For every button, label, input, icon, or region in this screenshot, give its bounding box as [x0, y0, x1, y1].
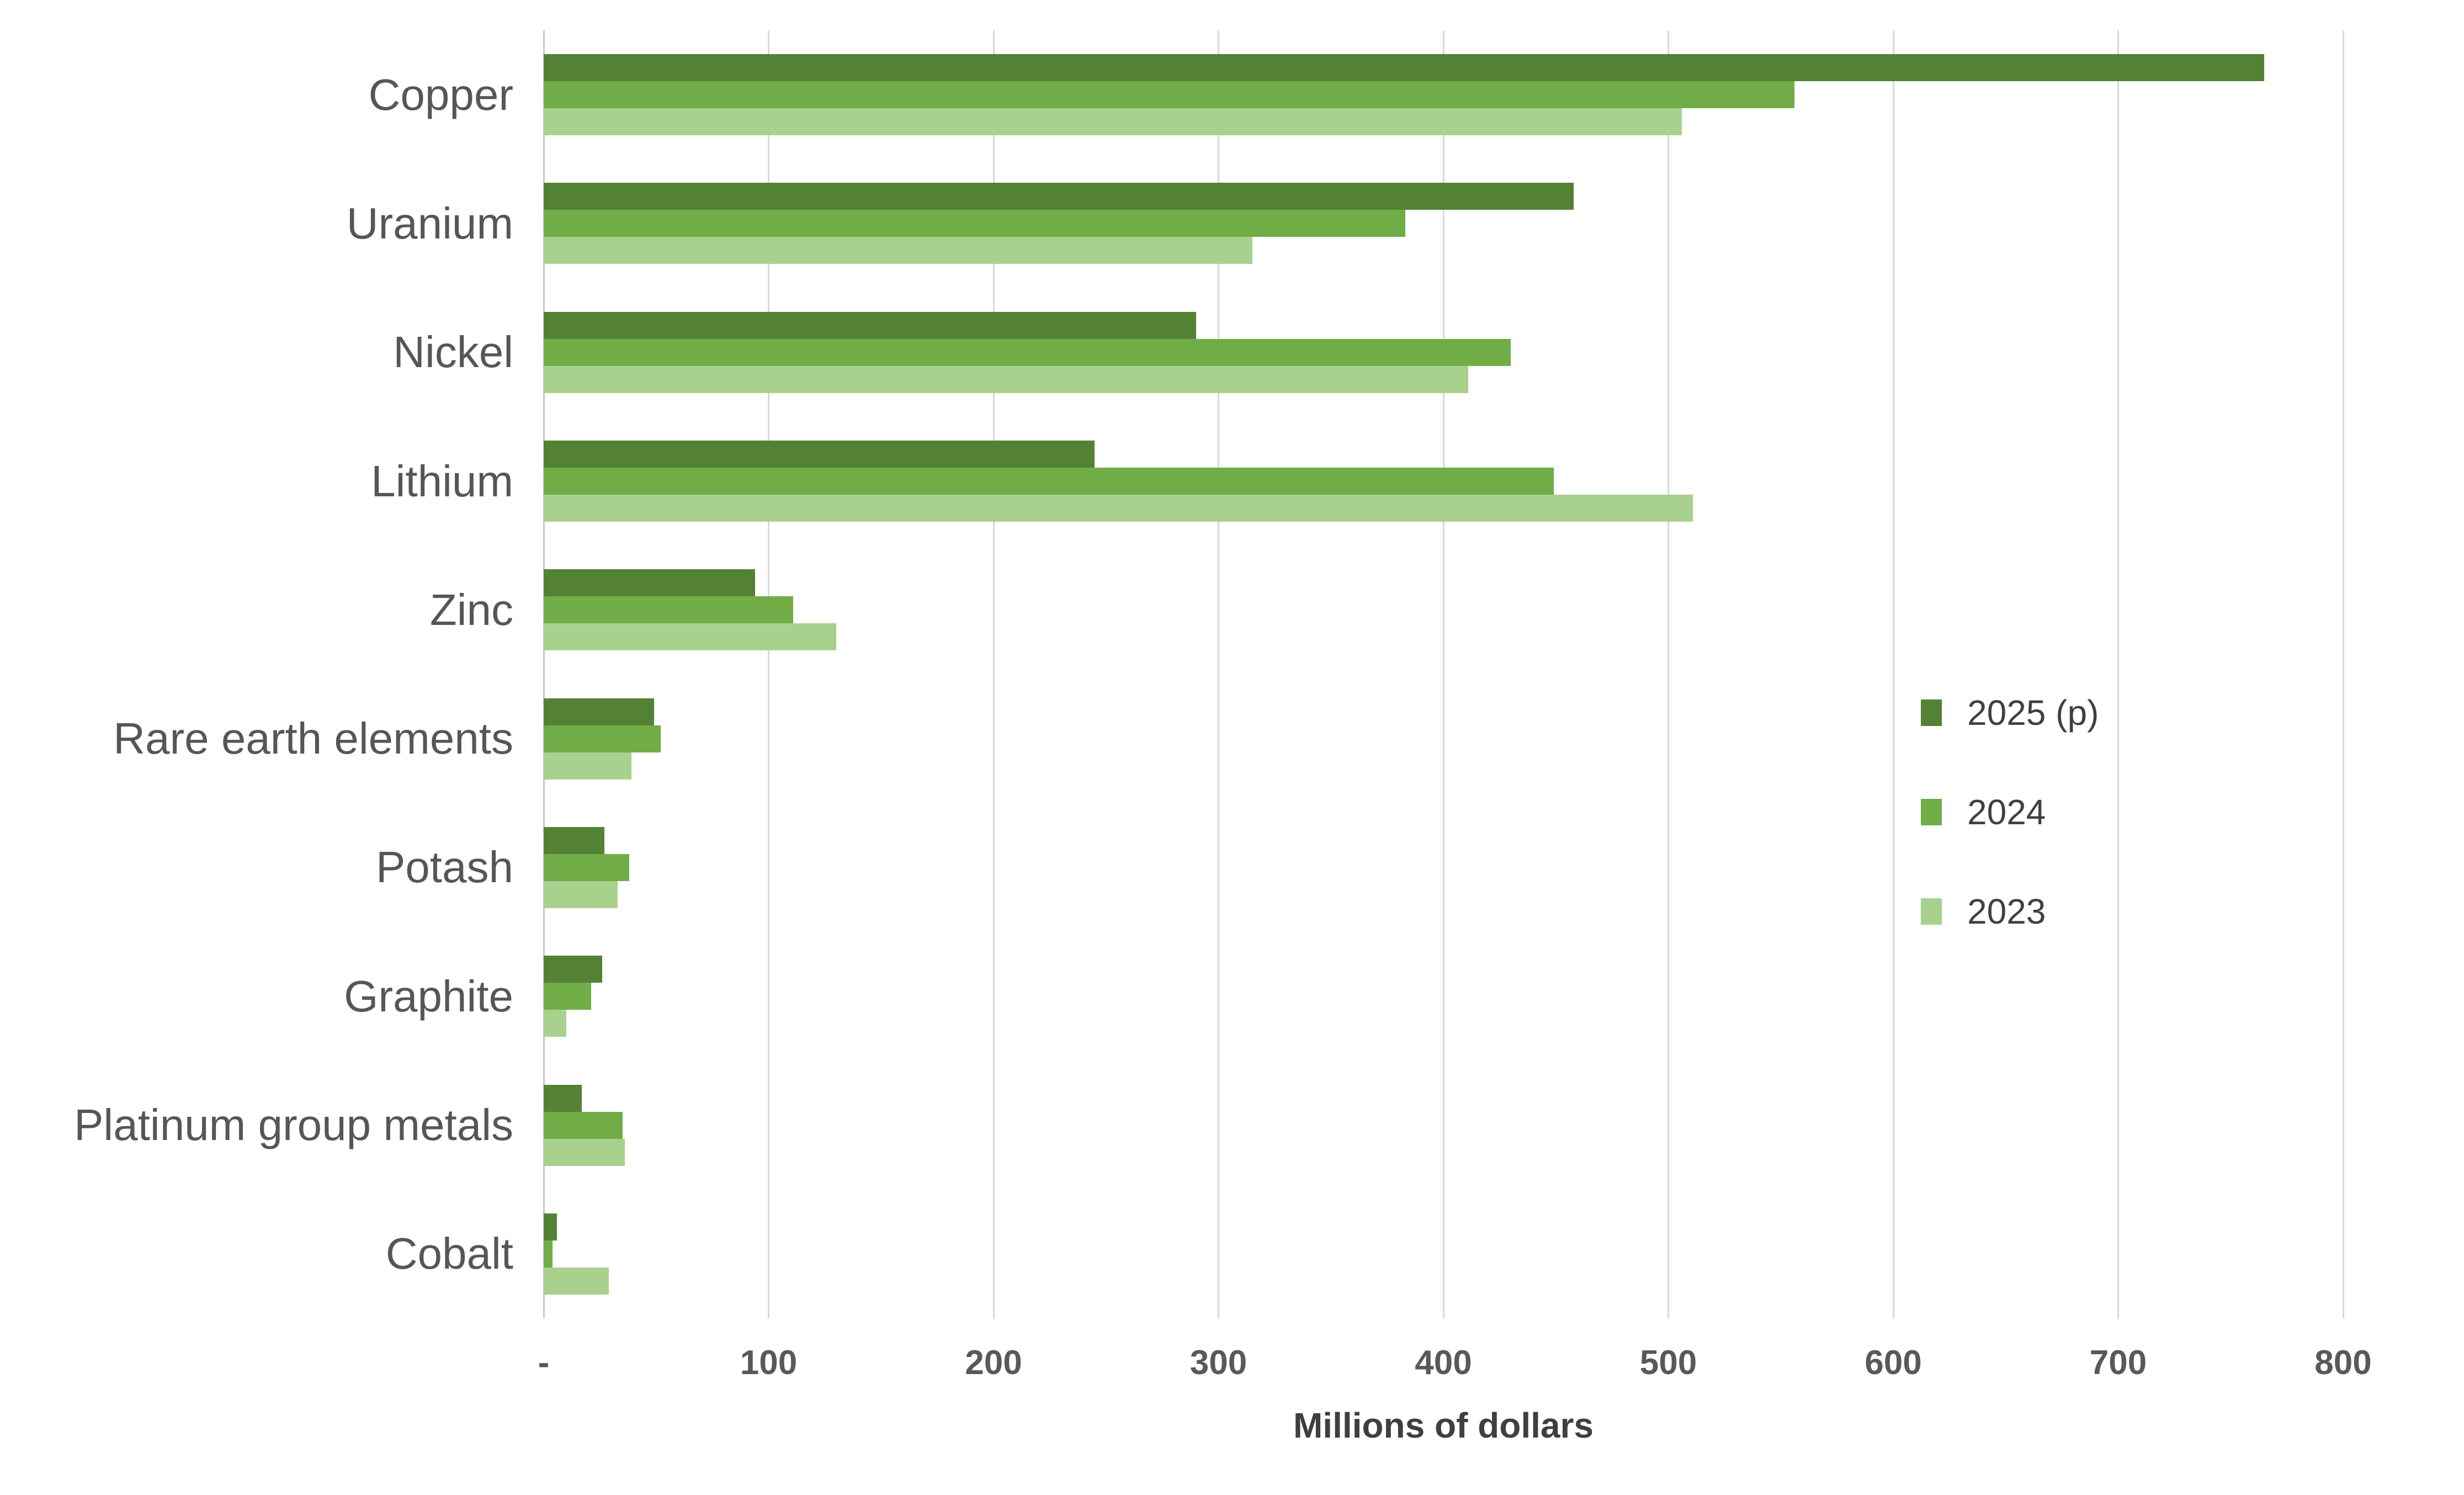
bar-group-graphite — [544, 932, 2343, 1061]
bar-potash-2025-p — [544, 826, 605, 854]
bar-group-zinc — [544, 545, 2343, 674]
legend-label-2024: 2024 — [1967, 792, 2046, 832]
bar-potash-2023 — [544, 881, 618, 908]
bar-group-lithium — [544, 417, 2343, 545]
gridline-500 — [1668, 30, 1669, 1318]
bar-group-rare-earth-elements — [544, 674, 2343, 803]
bar-nickel-2025-p — [544, 311, 1196, 339]
bar-cobalt-2024 — [544, 1240, 553, 1268]
bar-copper-2024 — [544, 81, 1794, 109]
bar-uranium-2025-p — [544, 183, 1574, 210]
bar-lithium-2023 — [544, 495, 1693, 522]
bar-group-copper — [544, 30, 2343, 159]
x-tick-label-600: 600 — [1865, 1344, 1922, 1382]
category-label-cobalt: Cobalt — [385, 1229, 513, 1279]
legend-item-2025-p: 2025 (p) — [1921, 688, 2099, 738]
bar-zinc-2024 — [544, 596, 794, 624]
x-tick-label-800: 800 — [2314, 1344, 2372, 1382]
gridline-700 — [2117, 30, 2119, 1318]
gridline-800 — [2342, 30, 2344, 1318]
bar-graphite-2025-p — [544, 956, 602, 983]
legend-label-2025-p: 2025 (p) — [1967, 693, 2099, 733]
bar-uranium-2024 — [544, 210, 1405, 237]
x-tick-label-0: - — [538, 1344, 550, 1382]
legend: 2025 (p) 2024 2023 — [1921, 688, 2099, 936]
x-axis-title: Millions of dollars — [1293, 1406, 1594, 1445]
x-tick-label-300: 300 — [1189, 1344, 1247, 1382]
bar-graphite-2024 — [544, 983, 591, 1010]
bar-group-cobalt — [544, 1190, 2343, 1318]
bar-copper-2023 — [544, 108, 1682, 136]
bar-lithium-2024 — [544, 468, 1554, 495]
bar-platinum-group-metals-2024 — [544, 1111, 623, 1139]
bar-rare-earth-elements-2024 — [544, 725, 661, 752]
category-label-uranium: Uranium — [346, 198, 513, 248]
category-axis: Copper Uranium Nickel Lithium Zinc Rare earth… — [0, 30, 513, 1318]
bar-group-nickel — [544, 288, 2343, 417]
x-tick-label-700: 700 — [2089, 1344, 2147, 1382]
gridline-200 — [992, 30, 995, 1318]
bar-zinc-2023 — [544, 623, 836, 651]
gridline-100 — [768, 30, 769, 1318]
bar-potash-2024 — [544, 853, 629, 881]
x-axis-ticks: - 100 200 300 400 500 600 700 800 — [538, 1343, 2372, 1387]
x-tick-label-400: 400 — [1415, 1344, 1472, 1382]
bar-nickel-2024 — [544, 338, 1511, 366]
category-label-rare-earth-elements: Rare earth elements — [113, 714, 513, 764]
bar-cobalt-2025-p — [544, 1213, 557, 1240]
legend-swatch-2024 — [1921, 799, 1942, 825]
category-label-copper: Copper — [368, 70, 513, 119]
bar-platinum-group-metals-2025-p — [544, 1084, 582, 1112]
plot-area: 2025 (p) 2024 2023 — [543, 30, 2344, 1318]
legend-item-2023: 2023 — [1921, 887, 2099, 936]
legend-swatch-2023 — [1921, 898, 1942, 925]
gridline-300 — [1218, 30, 1219, 1318]
bar-lithium-2025-p — [544, 441, 1095, 468]
legend-swatch-2025-p — [1921, 699, 1942, 726]
category-label-zinc: Zinc — [429, 585, 513, 634]
bar-group-platinum-group-metals — [544, 1061, 2343, 1189]
bar-copper-2025-p — [544, 54, 2265, 82]
category-label-nickel: Nickel — [393, 327, 513, 377]
legend-label-2023: 2023 — [1967, 892, 2046, 931]
bar-platinum-group-metals-2023 — [544, 1138, 625, 1166]
category-label-lithium: Lithium — [371, 456, 513, 506]
category-label-graphite: Graphite — [344, 971, 513, 1021]
gridline-400 — [1442, 30, 1445, 1318]
bar-graphite-2023 — [544, 1010, 566, 1037]
bar-cobalt-2023 — [544, 1267, 609, 1295]
bar-zinc-2025-p — [544, 569, 756, 597]
category-label-platinum-group-metals: Platinum group metals — [74, 1100, 513, 1150]
bar-rows — [544, 30, 2343, 1318]
x-tick-label-100: 100 — [740, 1344, 798, 1382]
axis-baseline — [543, 30, 545, 1318]
category-label-potash: Potash — [375, 842, 513, 892]
x-tick-label-200: 200 — [965, 1344, 1022, 1382]
bar-rare-earth-elements-2025-p — [544, 698, 654, 725]
bar-group-uranium — [544, 159, 2343, 288]
bar-group-potash — [544, 803, 2343, 932]
bar-uranium-2023 — [544, 237, 1252, 264]
gridline-600 — [1892, 30, 1894, 1318]
legend-item-2024: 2024 — [1921, 787, 2099, 837]
x-tick-label-500: 500 — [1639, 1344, 1697, 1382]
bar-rare-earth-elements-2023 — [544, 752, 631, 780]
bar-nickel-2023 — [544, 365, 1468, 393]
